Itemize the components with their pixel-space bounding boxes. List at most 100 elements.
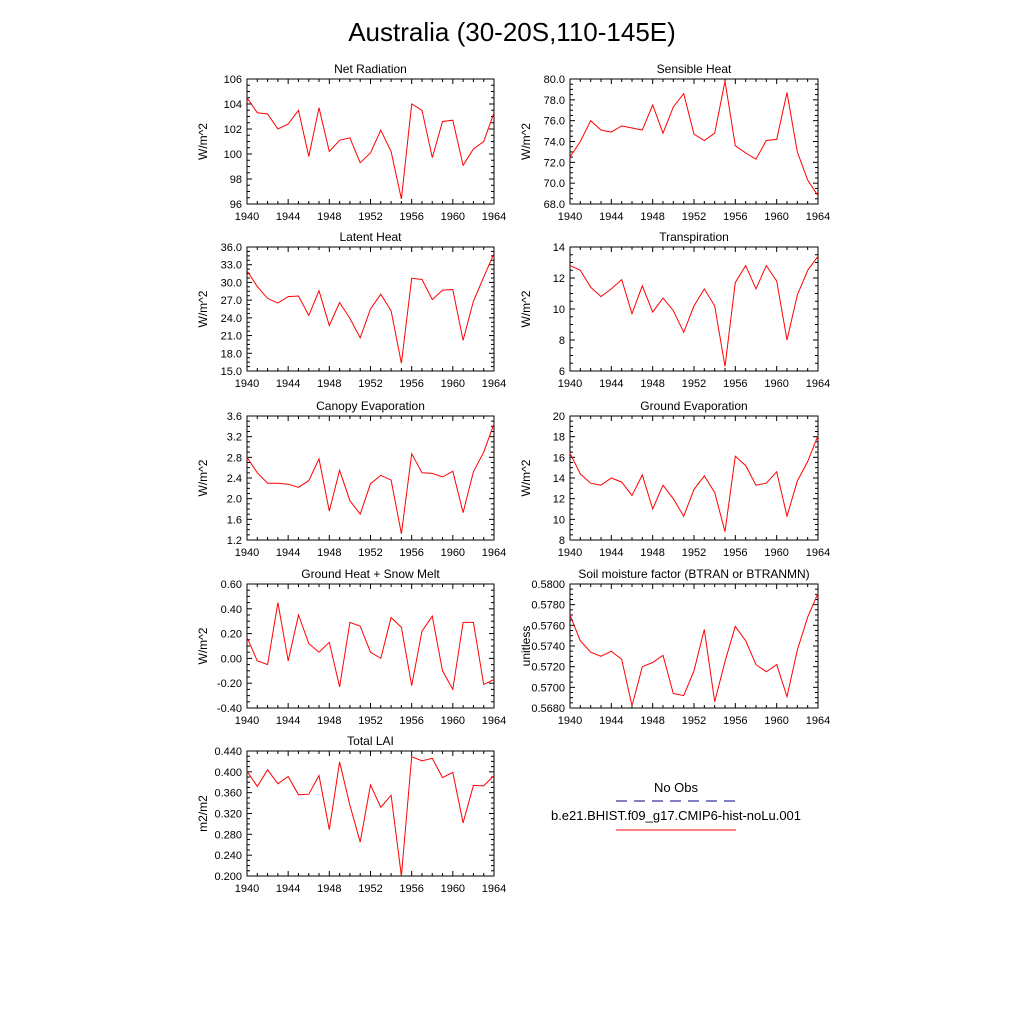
x-tick-label: 1952	[358, 211, 382, 223]
y-tick-label: 100	[224, 149, 242, 161]
y-tick-label: -0.20	[217, 678, 242, 690]
y-tick-label: 0.320	[214, 809, 242, 821]
panel-title: Canopy Evaporation	[316, 399, 425, 413]
x-tick-label: 1944	[276, 715, 300, 727]
plot-frame	[246, 415, 495, 541]
y-tick-label: 36.0	[221, 242, 242, 254]
y-tick-label: 0.200	[214, 871, 242, 883]
panel-soil-moisture-factor-btran-or-btranmn: Soil moisture factor (BTRAN or BTRANMN) u…	[519, 567, 830, 727]
y-tick-label: 27.0	[221, 295, 242, 307]
x-tick-label: 1948	[317, 883, 341, 895]
x-tick-label: 1940	[235, 378, 259, 390]
x-tick-label: 1956	[723, 547, 747, 559]
panel-title: Ground Evaporation	[640, 399, 747, 413]
x-tick-label: 1952	[358, 547, 382, 559]
panel-net-radiation: Net Radiation W/m^2 1940 1944 1948 1952 1956 19…	[196, 62, 506, 223]
y-tick-label: 15.0	[221, 366, 242, 378]
x-tick-label: 1944	[276, 883, 300, 895]
y-tick-label: 8	[559, 535, 565, 547]
x-tick-label: 1944	[276, 547, 300, 559]
y-tick-label: 6	[559, 366, 565, 378]
x-tick-label: 1952	[682, 378, 706, 390]
y-tick-label: 0.5720	[531, 662, 565, 674]
y-tick-label: 0.280	[214, 829, 242, 841]
x-tick-label: 1964	[482, 715, 506, 727]
y-tick-label: 78.0	[544, 95, 565, 107]
x-tick-label: 1944	[599, 378, 623, 390]
x-tick-label: 1948	[317, 547, 341, 559]
x-tick-label: 1948	[640, 211, 664, 223]
series-line-net-radiation	[246, 97, 495, 200]
x-tick-label: 1960	[441, 378, 465, 390]
panel-ground-evaporation: Ground Evaporation W/m^2 1940 1944 1948 1952 1…	[519, 399, 830, 559]
y-tick-label: 20	[553, 411, 565, 423]
panel-canopy-evaporation: Canopy Evaporation W/m^2 1940 1944 1948 1952 1…	[196, 399, 506, 559]
panel-title: Soil moisture factor (BTRAN or BTRANMN)	[578, 567, 809, 581]
x-tick-label: 1960	[764, 378, 788, 390]
x-tick-label: 1948	[640, 547, 664, 559]
y-axis-label: m2/m2	[196, 795, 210, 832]
y-tick-label: 0.400	[214, 767, 242, 779]
y-axis-label: W/m^2	[519, 290, 533, 327]
x-tick-label: 1948	[317, 211, 341, 223]
y-tick-label: 104	[224, 99, 242, 111]
series-line-ground-evaporation	[569, 435, 819, 532]
y-tick-label: 0.5800	[531, 579, 565, 591]
y-tick-label: 0.40	[221, 604, 242, 616]
figure-title: Australia (30-20S,110-145E)	[348, 17, 676, 47]
y-tick-label: 106	[224, 74, 242, 86]
y-tick-label: 0.5780	[531, 600, 565, 612]
y-tick-label: 96	[230, 199, 242, 211]
x-tick-label: 1964	[806, 378, 830, 390]
y-tick-label: 102	[224, 124, 242, 136]
y-tick-label: 24.0	[221, 313, 242, 325]
x-tick-label: 1952	[358, 378, 382, 390]
x-tick-label: 1960	[764, 211, 788, 223]
legend-obs-label: No Obs	[654, 780, 699, 795]
y-tick-label: 10	[553, 514, 565, 526]
x-tick-label: 1960	[764, 547, 788, 559]
panel-ground-heat-snow-melt: Ground Heat + Snow Melt W/m^2 1940 1944 1948…	[196, 567, 506, 727]
y-tick-label: -0.40	[217, 703, 242, 715]
y-tick-label: 18.0	[221, 348, 242, 360]
y-tick-label: 10	[553, 304, 565, 316]
x-tick-label: 1964	[806, 547, 830, 559]
x-tick-label: 1940	[558, 547, 582, 559]
x-tick-label: 1944	[599, 547, 623, 559]
x-tick-label: 1940	[558, 715, 582, 727]
series-line-ground-heat-snow-melt	[246, 602, 495, 691]
x-tick-label: 1956	[399, 883, 423, 895]
y-tick-label: 70.0	[544, 178, 565, 190]
y-tick-label: 68.0	[544, 199, 565, 211]
y-tick-label: 2.0	[227, 494, 242, 506]
x-tick-label: 1940	[235, 211, 259, 223]
y-tick-label: 98	[230, 174, 242, 186]
x-tick-label: 1960	[441, 547, 465, 559]
panel-transpiration: Transpiration W/m^2 1940 1944 1948 1952 1956 19…	[519, 230, 830, 390]
series-line-canopy-evaporation	[246, 423, 495, 534]
x-tick-label: 1956	[399, 715, 423, 727]
plot-frame	[569, 246, 819, 372]
x-tick-label: 1948	[640, 378, 664, 390]
y-tick-label: 0.5680	[531, 703, 565, 715]
y-tick-label: 30.0	[221, 277, 242, 289]
x-tick-label: 1964	[482, 211, 506, 223]
y-axis-label: W/m^2	[519, 123, 533, 160]
plot-frame	[569, 583, 819, 709]
panel-title: Net Radiation	[334, 62, 407, 76]
x-tick-label: 1956	[723, 211, 747, 223]
x-tick-label: 1952	[358, 715, 382, 727]
y-axis-label: W/m^2	[519, 459, 533, 496]
y-tick-label: 1.2	[227, 535, 242, 547]
y-tick-label: 8	[559, 335, 565, 347]
y-axis-label: W/m^2	[196, 123, 210, 160]
x-tick-label: 1960	[441, 883, 465, 895]
y-axis-label: unitless	[519, 626, 533, 667]
x-tick-label: 1952	[682, 715, 706, 727]
x-tick-label: 1956	[723, 715, 747, 727]
panels: Net Radiation W/m^2 1940 1944 1948 1952 1956 19…	[196, 62, 830, 895]
y-tick-label: 80.0	[544, 74, 565, 86]
y-tick-label: 74.0	[544, 137, 565, 149]
x-tick-label: 1940	[558, 211, 582, 223]
